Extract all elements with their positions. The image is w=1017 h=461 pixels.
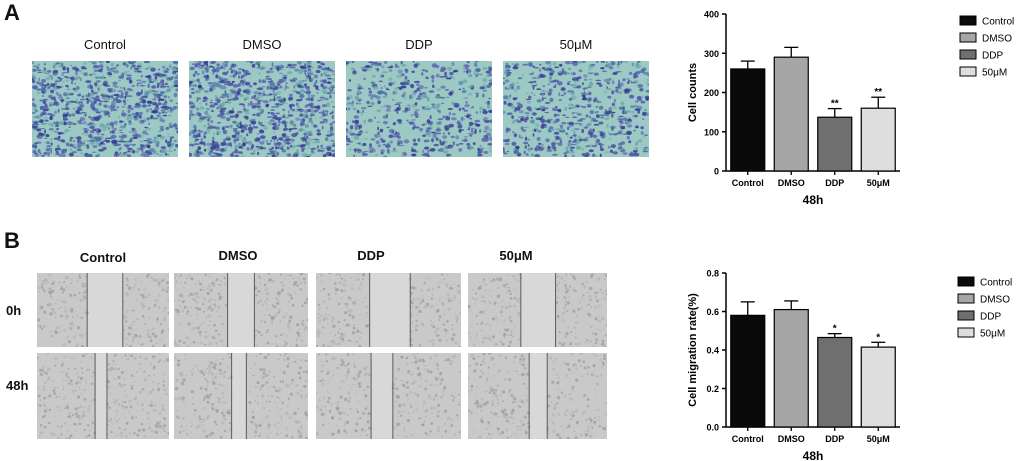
legend-label: 50μM xyxy=(982,68,1007,79)
legend-swatch xyxy=(959,32,977,43)
significance-marker: ** xyxy=(831,99,839,110)
panel-b-letter: B xyxy=(4,228,20,253)
col-label-dmso: DMSO xyxy=(218,248,258,263)
y-tick-label: 0.6 xyxy=(706,307,719,317)
transwell-image-control xyxy=(32,61,178,157)
x-tick-label: DDP xyxy=(825,434,844,444)
y-axis-label: Cell counts xyxy=(687,63,699,122)
x-tick-label: 50μM xyxy=(867,178,890,188)
wound-texture xyxy=(37,353,169,439)
wound-texture xyxy=(174,353,308,439)
transwell-image-ddp xyxy=(346,61,492,157)
legend-label: Control xyxy=(982,17,1014,28)
legend-label: DDP xyxy=(980,312,1001,323)
x-axis-label: 48h xyxy=(803,193,824,207)
y-tick-label: 0.8 xyxy=(706,269,719,279)
legend-label: 50μM xyxy=(980,329,1005,340)
row-label-48h: 48h xyxy=(6,378,29,393)
x-tick-label: DDP xyxy=(825,178,844,188)
wound-image-50um-0h xyxy=(468,273,607,347)
legend-swatch xyxy=(959,66,977,77)
bar xyxy=(773,56,809,172)
transwell-image-dmso xyxy=(189,61,335,157)
significance-marker: * xyxy=(876,332,880,343)
legend-swatch xyxy=(959,15,977,26)
stain-texture xyxy=(346,61,492,157)
x-axis-label: 48h xyxy=(803,449,824,461)
panel-a-letter: A xyxy=(4,0,20,25)
col-label-ddp: DDP xyxy=(357,248,385,263)
significance-marker: ** xyxy=(874,87,882,98)
cell-counts-bar-chart: 0 100 200 300 400 Cell counts Control DMSO ** DDP… xyxy=(687,10,1014,208)
bar xyxy=(817,336,853,428)
legend-swatch xyxy=(959,49,977,60)
image-label-control: Control xyxy=(84,37,126,52)
wound-image-50um-48h xyxy=(468,353,607,439)
wound-image-dmso-0h xyxy=(174,273,308,347)
x-tick-label: 50μM xyxy=(867,434,890,444)
wound-texture xyxy=(174,273,308,347)
y-tick-label: 0 xyxy=(714,167,719,177)
image-label-ddp: DDP xyxy=(405,37,433,52)
y-tick-label: 0.2 xyxy=(706,384,719,394)
legend-swatch xyxy=(957,293,975,304)
stain-texture xyxy=(503,61,649,157)
wound-texture xyxy=(316,273,461,347)
bar xyxy=(730,68,766,172)
bar xyxy=(773,308,809,428)
wound-image-ddp-48h xyxy=(316,353,461,439)
x-tick-label: Control xyxy=(732,434,764,444)
y-tick-label: 200 xyxy=(704,88,719,98)
image-label-50um: 50μM xyxy=(559,37,593,52)
wound-image-ddp-0h xyxy=(316,273,461,347)
wound-texture xyxy=(468,353,607,439)
image-label-dmso: DMSO xyxy=(242,37,282,52)
transwell-image-50um xyxy=(503,61,649,157)
bar xyxy=(860,107,896,172)
row-label-0h: 0h xyxy=(6,303,22,318)
y-axis-label: Cell migration rate(%) xyxy=(687,293,699,407)
stain-texture xyxy=(32,61,178,157)
col-label-50um: 50μM xyxy=(499,248,533,263)
col-label-control: Control xyxy=(79,250,127,265)
y-tick-label: 0.4 xyxy=(706,346,719,356)
wound-image-dmso-48h xyxy=(174,353,308,439)
wound-texture xyxy=(468,273,607,347)
wound-image-control-0h xyxy=(37,273,169,347)
significance-marker: * xyxy=(833,324,837,335)
bar xyxy=(730,314,766,428)
x-tick-label: DMSO xyxy=(778,434,805,444)
legend-label: DDP xyxy=(982,51,1003,62)
y-tick-label: 400 xyxy=(704,10,719,20)
y-tick-label: 100 xyxy=(704,127,719,137)
wound-texture xyxy=(316,353,461,439)
legend-label: Control xyxy=(980,278,1012,289)
y-tick-label: 300 xyxy=(704,49,719,59)
legend-label: DMSO xyxy=(982,34,1012,45)
wound-image-control-48h xyxy=(37,353,169,439)
legend-swatch xyxy=(957,310,975,321)
x-tick-label: Control xyxy=(732,178,764,188)
y-tick-label: 0.0 xyxy=(706,423,719,433)
legend-swatch xyxy=(957,276,975,287)
bar xyxy=(817,116,853,172)
stain-texture xyxy=(189,61,335,157)
bar xyxy=(860,346,896,428)
cell-migration-bar-chart: 0.0 0.2 0.4 0.6 0.8 Cell migration rate(%) Con… xyxy=(687,269,1012,461)
x-tick-label: DMSO xyxy=(778,178,805,188)
wound-texture xyxy=(37,273,169,347)
legend-swatch xyxy=(957,327,975,338)
legend-label: DMSO xyxy=(980,295,1010,306)
